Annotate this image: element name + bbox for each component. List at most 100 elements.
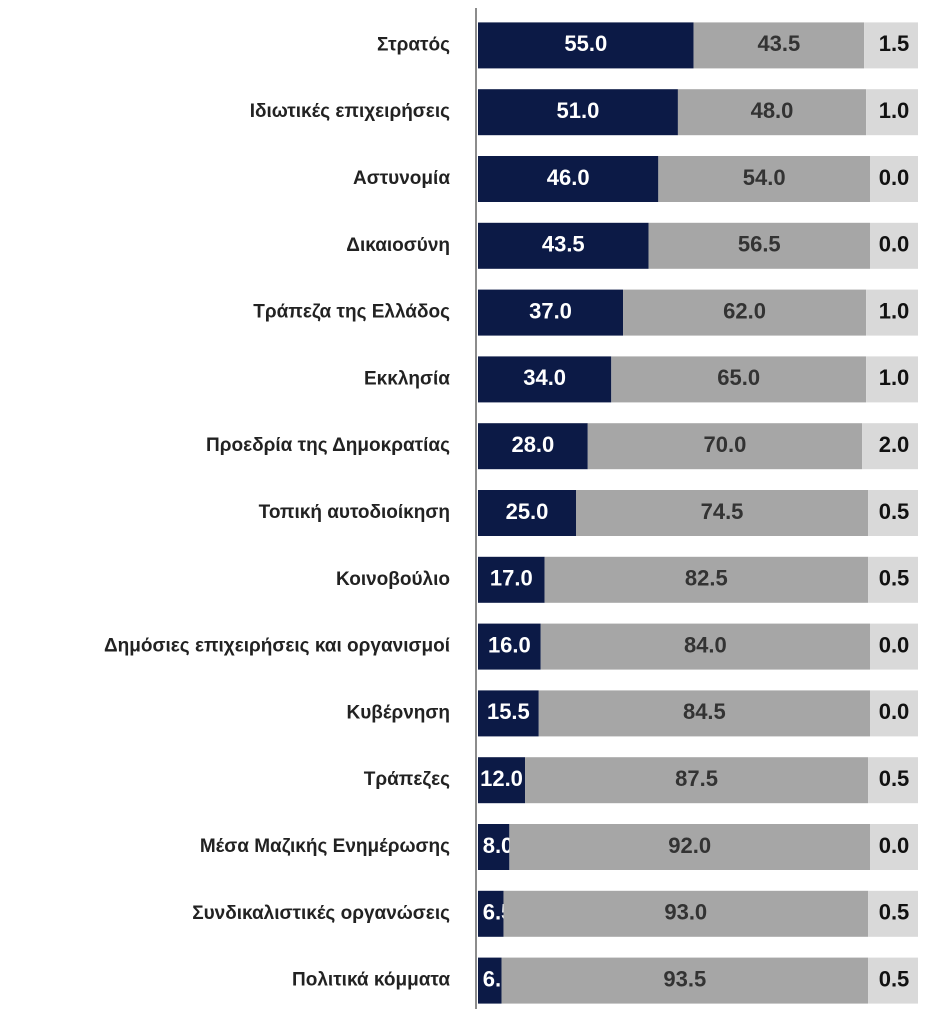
category-label: Αστυνομία [353,168,450,189]
value-label: 0.0 [879,699,910,724]
value-label: 0.5 [879,499,910,524]
value-label-box [870,957,918,1004]
category-label: Στρατός [377,34,450,55]
value-label: 37.0 [529,298,572,323]
value-label: 34.0 [523,365,566,390]
value-label: 0.0 [879,632,910,657]
value-label: 87.5 [675,766,718,791]
value-label: 17.0 [490,566,533,591]
value-label: 8.0 [483,833,514,858]
category-label: Συνδικαλιστικές οργανώσεις [192,903,450,924]
bar-segment [862,423,870,470]
category-label: Πολιτικά κόμματα [292,970,450,991]
bar-segment [868,556,870,603]
value-label: 74.5 [701,499,744,524]
bar-segment [478,490,576,536]
value-label: 2.0 [879,432,910,457]
bar-segment [576,490,869,536]
bar-segment [478,890,504,937]
category-label: Προεδρία της Δημοκρατίας [206,435,450,456]
bar-segment [478,824,510,870]
category-label: Μέσα Μαζικής Ενημέρωσης [200,836,450,857]
value-label-box [870,356,918,403]
value-label: 1.0 [879,365,910,390]
category-label: Δικαιοσύνη [346,235,450,256]
bar-segment [478,690,539,737]
value-label: 62.0 [723,298,766,323]
value-label-box [870,89,918,136]
value-label-box [870,824,918,870]
bar-segment [677,89,867,136]
category-label: Τράπεζες [364,769,450,790]
value-label: 1.0 [879,298,910,323]
bar-segment [648,222,870,269]
category-label: Ιδιωτικές επιχειρήσεις [250,101,450,122]
value-label: 0.5 [879,566,910,591]
category-label: Τράπεζα της Ελλάδος [253,302,450,323]
bar-segment [478,623,541,670]
value-label-box [870,490,918,536]
value-label-box [870,623,918,670]
value-label: 0.0 [879,232,910,257]
value-label: 56.5 [738,232,781,257]
value-label: 93.5 [663,966,706,991]
value-label: 16.0 [488,632,531,657]
category-label: Κυβέρνηση [347,702,450,723]
value-label: 43.5 [757,31,800,56]
bar-segment [540,623,870,670]
bar-segment [478,89,678,136]
value-label: 82.5 [685,566,728,591]
bar-segment [501,957,869,1004]
bar-segment [478,356,612,403]
bar-segment [587,423,863,470]
bar-segment [525,757,869,804]
value-label: 65.0 [717,365,760,390]
value-label: 51.0 [557,98,600,123]
value-label-box [870,757,918,804]
bar-segment [868,957,870,1004]
bar-segment [658,156,870,202]
value-label: 1.0 [879,98,910,123]
bar-segment [544,556,869,603]
bar-segment [478,757,526,804]
bar-segment [509,824,870,870]
value-label-box [870,289,918,336]
bar-segment [478,156,659,202]
value-label-box [870,423,918,470]
value-label: 25.0 [506,499,549,524]
value-label: 93.0 [664,900,707,925]
bar-segment [611,356,867,403]
bar-segment [478,289,624,336]
bar-segment [623,289,867,336]
value-label: 0.0 [879,833,910,858]
value-label: 54.0 [743,165,786,190]
category-label: Εκκλησία [364,368,450,389]
value-label-box [870,556,918,603]
value-label: 43.5 [542,232,585,257]
value-label: 28.0 [511,432,554,457]
value-label: 1.5 [879,31,910,56]
value-label: 0.5 [879,766,910,791]
value-label-box [870,690,918,737]
bar-segment [478,957,502,1004]
value-label: 92.0 [668,833,711,858]
value-label: 0.5 [879,900,910,925]
value-label-box [870,890,918,937]
category-label: Κοινοβούλιο [336,569,450,590]
bar-segment [478,423,588,470]
bar-segment [866,289,870,336]
bar-segment [868,490,870,536]
category-label: Τοπική αυτοδιοίκηση [259,502,450,523]
bar-segment [478,22,694,69]
bar-segment [503,890,869,937]
value-label: 46.0 [547,165,590,190]
value-label-box [870,222,918,269]
bar-segment [478,222,649,269]
value-label: 12.0 [480,766,523,791]
bar-segment [868,757,870,804]
value-label: 84.0 [684,632,727,657]
value-label: 48.0 [751,98,794,123]
category-label: Δημόσιες επιχειρήσεις και οργανισμοί [104,636,450,657]
value-label: 84.5 [683,699,726,724]
